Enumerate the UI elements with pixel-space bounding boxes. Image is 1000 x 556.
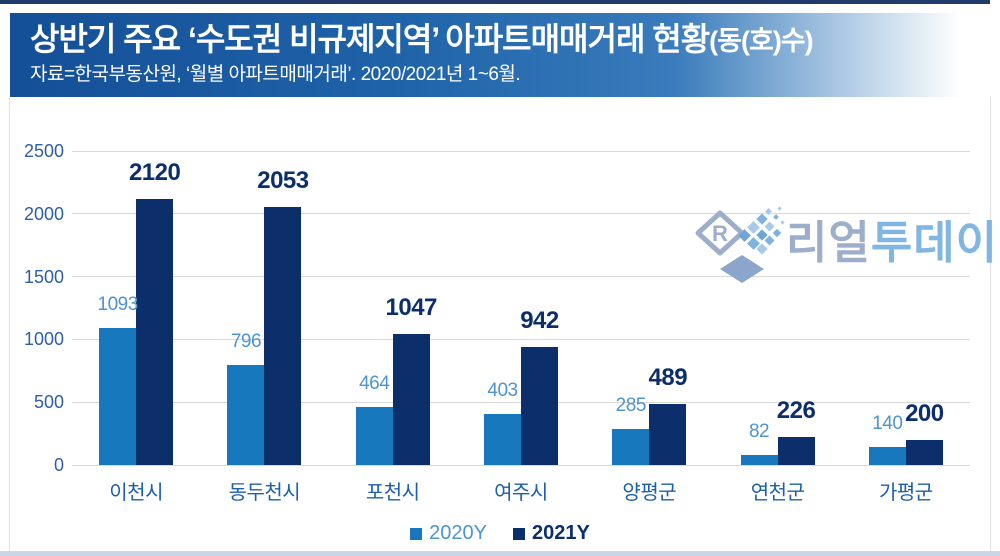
gridline-1000: [72, 338, 970, 340]
legend-label-2021Y: 2021Y: [532, 522, 590, 544]
y-tick-label-2000: 2000: [23, 203, 64, 224]
y-tick-label-0: 0: [53, 455, 64, 475]
realtoday-watermark: R 리얼투데이: [692, 203, 998, 283]
bar-2021Y-연천군: [777, 436, 815, 465]
bar-group-여주시: 403 942: [457, 151, 585, 465]
value-label-2021Y-동두천시: 2053: [257, 167, 309, 195]
legend-swatch-2020Y: [410, 527, 423, 540]
realtoday-cube-icon: R: [695, 206, 785, 283]
value-label-2020Y-여주시: 403: [487, 380, 518, 402]
value-label-2020Y-동두천시: 796: [230, 331, 262, 353]
bar-2020Y-가평군: [868, 447, 906, 465]
x-tick-label-동두천시: 동두천시: [228, 482, 301, 504]
watermark-text: 리얼투데이: [786, 203, 998, 283]
page-title-main: 상반기 주요 ‘수도권 비규제지역’ 아파트매매거래 현황: [30, 21, 710, 57]
x-tick-label-양평군: 양평군: [622, 482, 677, 504]
gridline-2000: [72, 213, 970, 215]
top-accent-bar: [0, 0, 990, 4]
bar-group-이천시: 1093 2120: [72, 151, 200, 465]
y-axis: 0 500 1000 1500 2000 2500: [14, 141, 64, 475]
x-tick-label-포천시: 포천시: [365, 482, 420, 504]
x-tick-label-여주시: 여주시: [494, 482, 548, 504]
value-label-2021Y-연천군: 226: [776, 396, 816, 424]
y-tick-label-1500: 1500: [23, 266, 64, 287]
y-tick-label-2500: 2500: [23, 141, 64, 161]
svg-text:R: R: [712, 221, 728, 246]
x-axis: 이천시 동두천시 포천시 여주시 양평군 연천군 가평군: [72, 476, 970, 504]
legend-item-2021Y: 2021Y: [513, 522, 590, 545]
bar-2020Y-동두천시: [227, 365, 265, 465]
page-title-suffix: (동(호)수): [709, 26, 813, 56]
value-label-2020Y-가평군: 140: [872, 413, 903, 435]
bar-2021Y-여주시: [520, 346, 558, 465]
value-label-2020Y-이천시: 1093: [97, 293, 139, 315]
bar-group-양평군: 285 489: [585, 151, 713, 465]
bar-group-포천시: 464 1047: [329, 151, 457, 465]
bar-2020Y-양평군: [612, 429, 650, 465]
value-label-2021Y-포천시: 1047: [385, 293, 438, 321]
gridline-2500: [72, 150, 970, 152]
right-frame-line: [990, 97, 991, 551]
legend-label-2020Y: 2020Y: [429, 522, 487, 544]
legend-item-2020Y: 2020Y: [410, 522, 487, 545]
value-label-2020Y-포천시: 464: [359, 372, 390, 394]
chart-legend: 2020Y 2021Y: [0, 522, 1000, 545]
left-frame-line: [9, 97, 10, 551]
value-label-2020Y-연천군: 82: [748, 420, 770, 442]
bar-2021Y-양평군: [649, 403, 687, 465]
gridline-1500: [72, 276, 970, 278]
x-tick-label-가평군: 가평군: [878, 482, 933, 504]
watermark-text-gray: 리얼: [786, 217, 871, 268]
bar-2020Y-여주시: [483, 414, 521, 465]
value-label-2021Y-이천시: 2120: [128, 158, 181, 186]
bar-2020Y-포천시: [355, 406, 393, 465]
y-tick-label-500: 500: [33, 392, 64, 413]
x-tick-label-연천군: 연천군: [750, 482, 805, 504]
page-title: 상반기 주요 ‘수도권 비규제지역’ 아파트매매거래 현황(동(호)수): [30, 20, 990, 60]
plot-area: 1093 2120 796 2053 464 1047 403 942 285 489 82 226 1…: [72, 150, 970, 466]
bar-group-연천군: 82 226: [713, 151, 841, 465]
legend-swatch-2021Y: [513, 527, 525, 540]
value-label-2021Y-양평군: 489: [648, 363, 688, 391]
header-banner: 상반기 주요 ‘수도권 비규제지역’ 아파트매매거래 현황(동(호)수) 자료=…: [10, 13, 990, 97]
bottom-accent-bar: [0, 551, 1000, 556]
bar-group-동두천시: 796 2053: [200, 151, 328, 465]
gridline-0: [72, 464, 970, 466]
bar-2020Y-연천군: [740, 454, 778, 465]
bar-2021Y-동두천시: [264, 207, 302, 465]
watermark-text-blue: 투데이: [870, 217, 999, 268]
bar-group-가평군: 140 200: [842, 151, 970, 465]
value-label-2020Y-양평군: 285: [615, 395, 647, 417]
x-tick-label-이천시: 이천시: [109, 482, 163, 504]
page-subtitle: 자료=한국부동산원, ‘월별 아파트매매거래’. 2020/2021년 1~6월…: [30, 64, 521, 85]
y-tick-label-1000: 1000: [23, 329, 64, 350]
value-label-2021Y-여주시: 942: [520, 306, 559, 334]
bar-2020Y-이천시: [99, 327, 137, 465]
value-label-2021Y-가평군: 200: [905, 399, 944, 427]
bar-2021Y-포천시: [392, 333, 430, 465]
bar-2021Y-이천시: [136, 198, 174, 465]
bar-2021Y-가평군: [905, 439, 943, 465]
